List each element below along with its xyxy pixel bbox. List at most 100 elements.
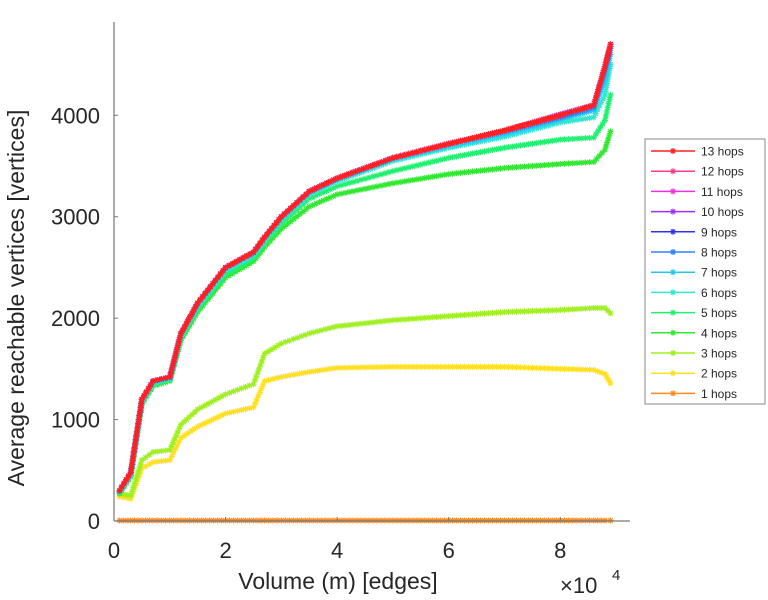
legend-label: 5 hops	[701, 306, 737, 320]
data-point	[273, 219, 280, 226]
data-point	[586, 159, 593, 166]
data-point	[158, 458, 165, 465]
data-point	[205, 400, 212, 407]
data-point	[553, 137, 560, 144]
data-point	[557, 307, 564, 314]
data-point	[133, 472, 140, 479]
data-point	[599, 84, 606, 91]
data-point	[238, 385, 245, 392]
series-13-hops	[116, 41, 614, 494]
data-point	[278, 225, 285, 232]
data-point	[166, 457, 173, 464]
data-point	[561, 118, 568, 125]
data-point	[599, 149, 606, 156]
data-point	[437, 363, 444, 370]
data-point	[485, 166, 492, 173]
data-point	[417, 315, 424, 322]
legend-entry: 11 hops	[651, 185, 743, 199]
data-point	[493, 129, 500, 136]
data-point	[323, 195, 330, 202]
data-point	[294, 334, 301, 341]
data-point	[401, 316, 408, 323]
series-12-hops	[116, 41, 614, 494]
legend-marker-icon	[670, 188, 676, 195]
legend-entry: 5 hops	[651, 306, 737, 320]
data-point	[176, 425, 183, 432]
data-point	[290, 371, 297, 378]
data-point	[597, 79, 604, 86]
data-point	[597, 88, 604, 95]
data-point	[377, 364, 384, 371]
data-point	[338, 364, 345, 371]
data-point	[350, 178, 357, 185]
y-axis-label: Average reachable vertices [vertices]	[3, 110, 29, 487]
data-point	[242, 383, 249, 390]
data-point	[259, 237, 266, 244]
data-point	[409, 177, 416, 184]
data-point	[493, 363, 500, 370]
data-point	[128, 488, 135, 495]
data-point	[354, 177, 361, 184]
legend-marker-icon	[670, 228, 676, 235]
data-point	[417, 363, 424, 370]
data-point	[290, 336, 297, 343]
data-point	[150, 378, 157, 385]
data-point	[445, 171, 452, 178]
data-point	[601, 305, 608, 312]
data-point	[217, 277, 224, 284]
series-5-hops	[116, 92, 614, 496]
data-point	[362, 320, 369, 327]
data-point	[349, 169, 356, 176]
data-point	[521, 141, 528, 148]
data-point	[481, 310, 488, 317]
legend-marker-icon	[670, 370, 676, 377]
data-point	[257, 362, 264, 369]
data-point	[381, 318, 388, 325]
legend-entry: 3 hops	[651, 347, 737, 361]
data-point	[230, 408, 237, 415]
data-point	[485, 147, 492, 154]
data-point	[600, 80, 607, 87]
data-point	[369, 364, 376, 371]
data-point	[284, 220, 291, 227]
data-point	[226, 389, 233, 396]
data-point	[485, 131, 492, 138]
data-point	[461, 311, 468, 318]
data-point	[393, 316, 400, 323]
data-point	[346, 180, 353, 187]
y-tick-label: 3000	[51, 205, 100, 230]
data-point	[167, 370, 174, 377]
data-point	[497, 145, 504, 152]
data-point	[275, 216, 282, 223]
data-point	[565, 160, 572, 167]
data-point	[330, 324, 337, 331]
data-point	[326, 325, 333, 332]
data-point	[261, 378, 268, 385]
data-point	[322, 366, 329, 373]
data-point	[477, 133, 484, 140]
x-tick-label: 4	[331, 538, 343, 563]
data-point	[300, 201, 307, 208]
data-point	[473, 363, 480, 370]
data-point	[369, 173, 376, 180]
data-point	[405, 316, 412, 323]
data-point	[601, 63, 608, 70]
data-point	[246, 405, 253, 412]
legend-entry: 1 hops	[651, 387, 737, 401]
data-point	[437, 142, 444, 149]
data-point	[517, 129, 524, 136]
data-point	[266, 228, 273, 235]
data-point	[272, 231, 279, 238]
data-point	[169, 362, 176, 369]
data-point	[219, 393, 226, 400]
data-point	[330, 176, 337, 183]
data-point	[453, 170, 460, 177]
data-point	[497, 165, 504, 172]
data-point	[282, 373, 289, 380]
data-point	[222, 264, 229, 271]
legend-label: 10 hops	[701, 205, 744, 219]
data-point	[594, 90, 601, 97]
data-point	[238, 407, 245, 414]
data-point	[214, 274, 221, 281]
data-point	[127, 495, 134, 502]
